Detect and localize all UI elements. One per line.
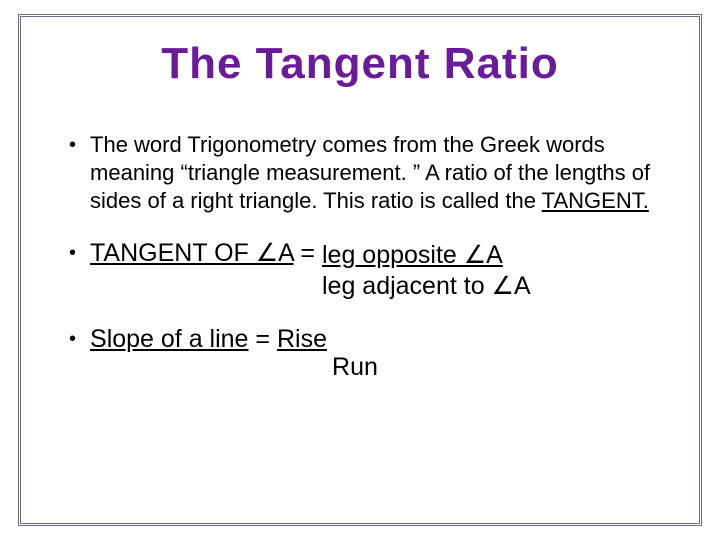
bullet-intro: • The word Trigonometry comes from the G… (69, 131, 651, 215)
slide-title: The Tangent Ratio (21, 39, 699, 89)
slide-content: • The word Trigonometry comes from the G… (69, 131, 651, 381)
slope-body: Slope of a line = Rise Run (90, 325, 651, 381)
bullet-tangent-def: • TANGENT OF ∠A = leg opposite ∠Aleg adj… (69, 239, 651, 301)
slope-eq: = (248, 325, 277, 353)
slope-lhs: Slope of a line (90, 325, 248, 353)
tangent-fraction: leg opposite ∠Aleg adjacent to ∠A (322, 239, 531, 301)
bullet-marker: • (69, 325, 76, 353)
bullet-marker: • (69, 131, 76, 159)
slide-frame: The Tangent Ratio • The word Trigonometr… (18, 14, 702, 526)
tangent-numerator: leg opposite ∠A (322, 239, 531, 271)
bullet-intro-body: The word Trigonometry comes from the Gre… (90, 131, 651, 215)
slope-denominator: Run (332, 353, 651, 381)
tangent-eq: = (293, 239, 322, 267)
bullet-slope: • Slope of a line = Rise Run (69, 325, 651, 381)
intro-emphasis: TANGENT. (542, 188, 649, 213)
tangent-lhs: TANGENT OF ∠A (90, 239, 293, 267)
bullet-marker: • (69, 239, 76, 267)
tangent-denominator: leg adjacent to ∠A (322, 271, 531, 301)
slope-numerator: Rise (277, 325, 327, 353)
tangent-def-body: TANGENT OF ∠A = leg opposite ∠Aleg adjac… (90, 239, 651, 301)
